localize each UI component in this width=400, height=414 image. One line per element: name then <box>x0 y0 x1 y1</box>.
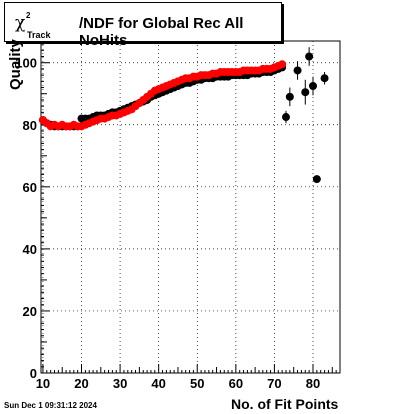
y-tick-label: 0 <box>30 366 37 381</box>
x-tick-label: 80 <box>306 376 320 391</box>
timestamp: Sun Dec 1 09:31:12 2024 <box>4 401 97 410</box>
y-axis-label: Quality <box>7 39 24 90</box>
x-tick-label: 20 <box>74 376 88 391</box>
data-point <box>278 60 287 69</box>
y-tick-label: 20 <box>23 304 37 319</box>
title-superscript: 2 <box>26 11 31 20</box>
data-point <box>293 66 302 75</box>
y-tick-label: 100 <box>15 56 37 71</box>
x-tick-label: 10 <box>36 376 50 391</box>
chart-title-box: χ 2 Track /NDF for Global Rec All NoHits <box>4 2 282 49</box>
x-tick-label: 60 <box>229 376 243 391</box>
data-point <box>308 81 317 90</box>
title-symbol: χ <box>15 13 26 33</box>
data-point <box>285 92 294 101</box>
x-tick-label: 50 <box>190 376 204 391</box>
y-tick-label: 60 <box>23 180 37 195</box>
data-point <box>305 52 314 61</box>
x-axis-label: No. of Fit Points <box>231 396 339 412</box>
data-point <box>312 175 321 184</box>
data-point <box>320 74 329 83</box>
title-subscript: Track <box>27 30 51 40</box>
y-tick-label: 40 <box>23 242 37 257</box>
y-tick-label: 80 <box>23 118 37 133</box>
data-point <box>281 113 290 122</box>
x-tick-label: 30 <box>113 376 127 391</box>
data-point <box>301 88 310 97</box>
plot-frame <box>40 40 341 374</box>
chart-title: /NDF for Global Rec All NoHits <box>79 15 244 49</box>
x-tick-label: 70 <box>267 376 281 391</box>
x-tick-label: 40 <box>151 376 165 391</box>
